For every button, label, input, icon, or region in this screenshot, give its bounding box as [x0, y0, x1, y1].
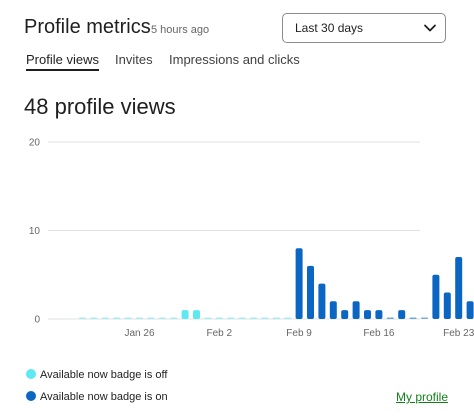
chart-bar — [329, 301, 337, 319]
metrics-header: Profile metrics 5 hours ago Last 30 days — [24, 13, 450, 48]
x-tick-label: Feb 9 — [286, 328, 312, 339]
chart-bar-zero — [250, 317, 257, 319]
x-tick-label: Feb 2 — [207, 328, 233, 339]
legend-swatch — [26, 369, 36, 379]
tab-label: Profile views — [26, 52, 99, 67]
chart-bar — [375, 310, 383, 319]
chart-bar-zero — [79, 317, 86, 319]
my-profile-link[interactable]: My profile — [395, 390, 448, 404]
y-tick-label: 10 — [29, 226, 41, 237]
chart-bar-zero — [113, 317, 121, 319]
legend-label: Available now badge is on — [40, 391, 168, 403]
chart-bar — [443, 292, 451, 319]
chart-bar — [193, 310, 200, 319]
chart-bar — [318, 283, 326, 319]
chart-bar-zero — [386, 317, 394, 319]
y-tick-label: 20 — [29, 138, 41, 149]
active-tab-indicator — [26, 69, 99, 71]
chart-bar-zero — [284, 317, 292, 319]
chart-bar-zero — [170, 317, 178, 319]
updated-timestamp: 5 hours ago — [151, 24, 210, 36]
chart-bar-zero — [147, 317, 155, 319]
chart-bar-zero — [124, 317, 132, 319]
tab-label: Impressions and clicks — [169, 52, 300, 67]
date-range-value: Last 30 days — [295, 21, 364, 35]
tab-label: Invites — [115, 52, 153, 67]
chart-bar — [307, 265, 314, 319]
legend-item-badge-off: Available now badge is off — [26, 369, 167, 381]
profile-views-total: 48 profile views — [24, 94, 176, 119]
x-tick-label: Feb 23 — [443, 328, 474, 339]
chart-bar — [466, 301, 474, 319]
tab-invites[interactable]: Invites — [115, 52, 153, 67]
chart-bar — [364, 310, 371, 319]
chart-bar-zero — [215, 317, 223, 319]
tab-impressions-and-clicks[interactable]: Impressions and clicks — [169, 52, 300, 67]
date-range-select[interactable]: Last 30 days — [282, 13, 446, 43]
chart-bar-zero — [409, 317, 417, 319]
chart-bar-zero — [261, 317, 269, 319]
chart-bar — [181, 310, 189, 319]
chart-bar-zero — [227, 317, 235, 319]
chart-bar-zero — [272, 317, 280, 319]
chart-bar-zero — [238, 317, 246, 319]
chart-bar — [432, 274, 440, 319]
x-tick-label: Feb 16 — [363, 328, 395, 339]
chart-bar-zero — [136, 317, 143, 319]
chart-bar-zero — [101, 317, 109, 319]
legend-label: Available now badge is off — [40, 369, 168, 381]
chart-bar — [341, 310, 349, 319]
chart-bar-zero — [421, 317, 428, 319]
tab-profile-views[interactable]: Profile views — [26, 52, 99, 71]
y-tick-label: 0 — [34, 315, 40, 326]
x-tick-label: Jan 26 — [124, 328, 154, 339]
chart-bar — [398, 310, 406, 319]
chevron-down-icon — [424, 24, 436, 32]
chart-bar — [352, 301, 360, 319]
chart-bar — [295, 248, 303, 319]
chart-bar — [455, 257, 463, 319]
profile-views-chart: 0 10 20 Jan 26 Feb 2 Feb 9 Feb 16 Feb 23 — [29, 138, 474, 340]
legend-swatch — [26, 391, 36, 401]
page-title: Profile metrics — [24, 16, 151, 38]
chart-bar-zero — [204, 317, 212, 319]
chart-bar-zero — [158, 317, 166, 319]
legend-item-badge-on: Available now badge is on — [26, 391, 168, 403]
chart-bar-zero — [90, 317, 98, 319]
metrics-tabs: Profile views Invites Impressions and cl… — [24, 50, 450, 74]
